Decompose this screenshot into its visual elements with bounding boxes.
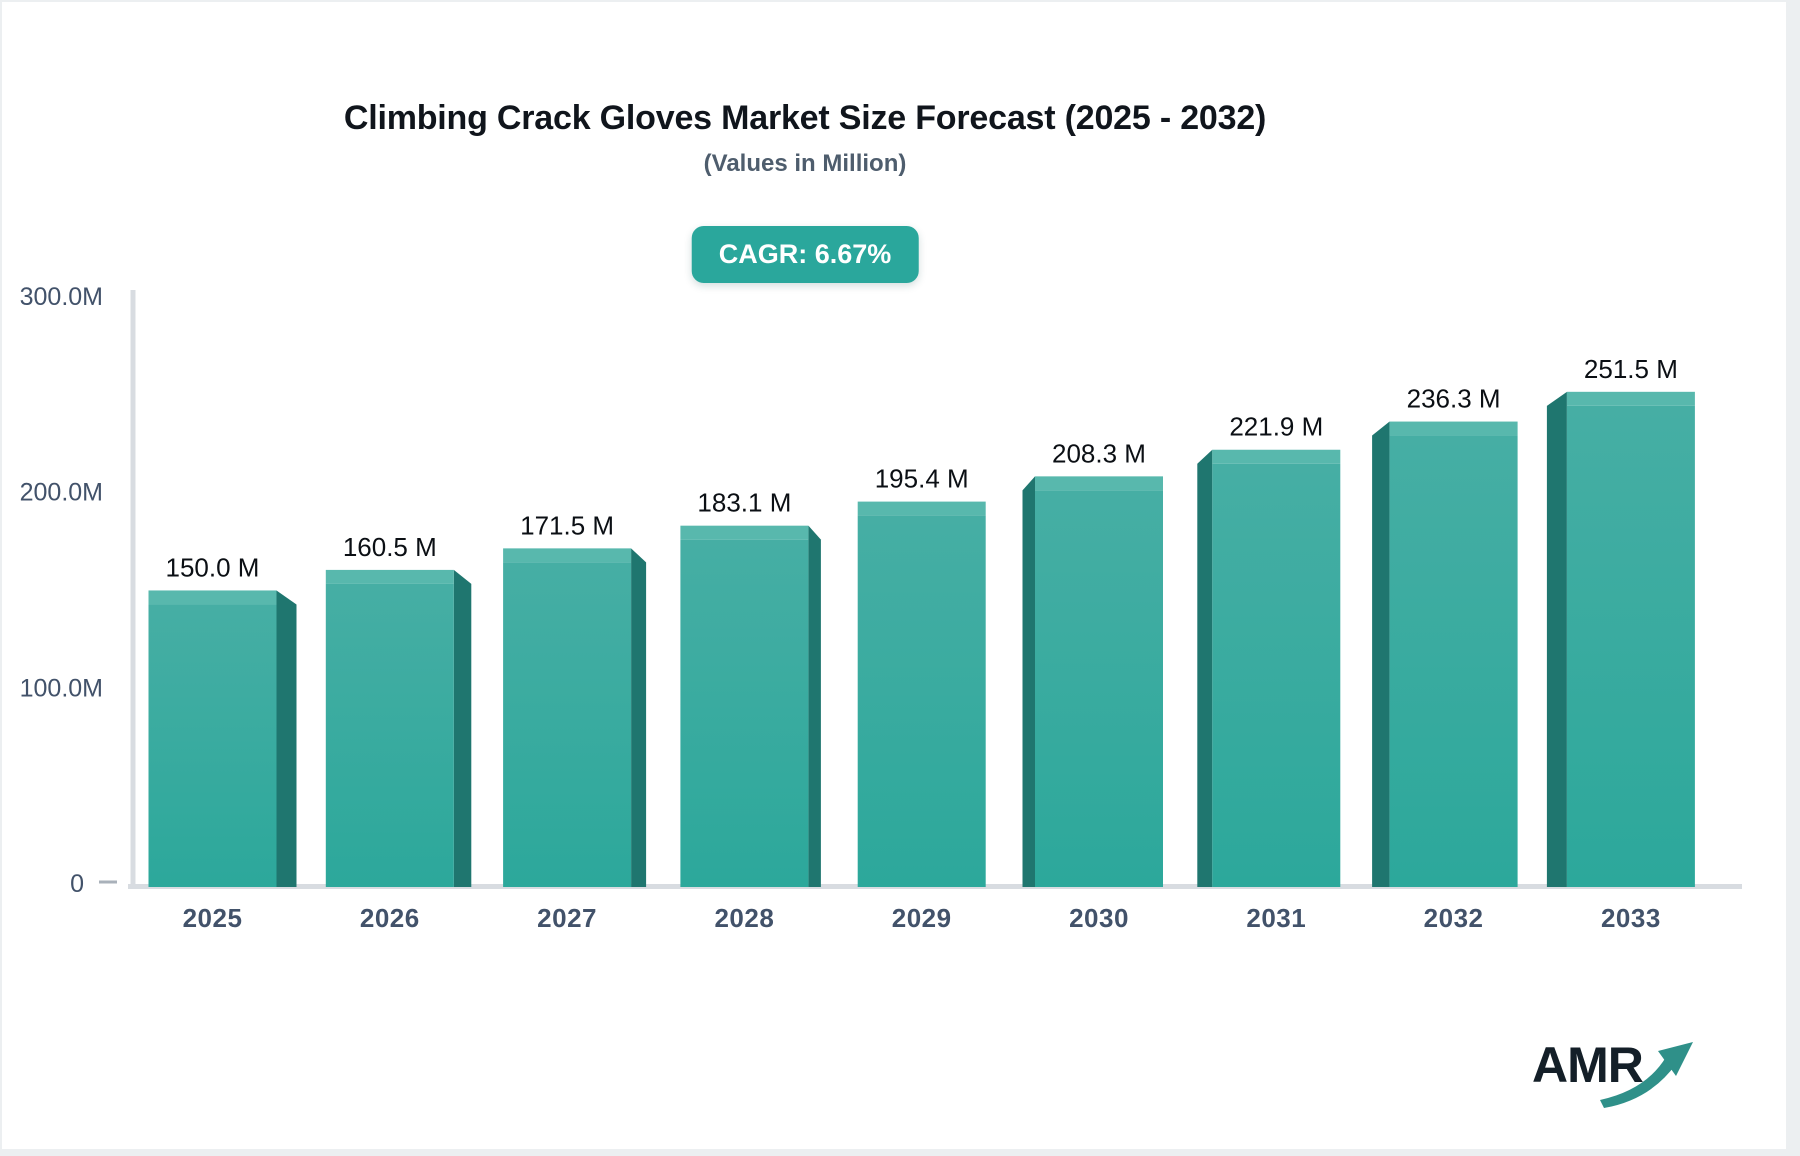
bar-front-face [1566,405,1695,887]
bar-value-label-2029: 195.4 M [875,464,969,494]
x-tick-label-2031: 2031 [1246,903,1306,933]
x-tick-label-2028: 2028 [714,903,774,933]
y-tick-label-0: 0 [70,870,84,898]
bar-side-face [808,525,821,887]
bar-side-face [1022,476,1035,887]
bar-value-label-2028: 183.1 M [697,488,791,518]
bar-2033[interactable] [1546,391,1695,887]
x-tick-label-2030: 2030 [1069,903,1129,933]
bar-front-face [503,562,632,887]
bar-top-face [503,548,632,563]
bar-2030[interactable] [1022,476,1164,887]
bar-top-face [148,590,277,605]
x-tick-label-2027: 2027 [537,903,597,933]
bar-front-face [1035,490,1163,887]
bar-2032[interactable] [1372,421,1518,887]
bar-side-face [1197,449,1213,887]
bar-top-face [1212,449,1341,464]
bar-value-label-2031: 221.9 M [1229,412,1323,442]
bar-side-face [453,569,472,887]
bar-front-face [148,604,277,887]
labels: 300.0M 200.0M 100.0M 0 150.0 M 2025 160.5 M 202… [20,283,1678,933]
bar-top-face [857,501,986,516]
bar-2026[interactable] [325,569,472,887]
growth-arrow-icon [1600,1042,1693,1108]
x-tick-label-2026: 2026 [360,903,420,933]
bar-2027[interactable] [503,548,647,887]
bar-front-face [680,539,809,887]
bar-front-face [857,515,986,887]
bar-value-label-2027: 171.5 M [520,510,614,540]
x-tick-label-2025: 2025 [183,903,243,933]
bar-value-label-2030: 208.3 M [1052,438,1146,468]
bar-top-face [680,525,809,540]
amr-logo-text: AMR [1532,1037,1644,1093]
x-tick-label-2032: 2032 [1424,903,1484,933]
y-tick-label-100.0M: 100.0M [20,674,103,702]
bar-front-face [325,583,454,887]
bar-2029[interactable] [857,501,986,887]
cagr-badge-label: CAGR: 6.67% [718,239,892,269]
bar-side-face [1372,421,1390,887]
chart-subtitle: (Values in Million) [703,150,907,177]
bar-top-face [1389,421,1518,436]
bar-value-label-2025: 150.0 M [166,552,260,582]
amr-logo: AMR [1532,1036,1712,1116]
y-tick-label-200.0M: 200.0M [20,479,103,507]
x-tick-label-2029: 2029 [892,903,952,933]
bar-2025[interactable] [148,590,297,887]
bar-value-label-2032: 236.3 M [1407,384,1501,414]
bar-side-face [631,548,647,887]
chart-title: Climbing Crack Gloves Market Size Foreca… [343,99,1267,137]
bar-front-face [1389,435,1518,887]
bar-value-label-2026: 160.5 M [343,532,437,562]
bar-value-label-2033: 251.5 M [1584,354,1678,384]
bars [148,391,1695,887]
bar-2028[interactable] [680,525,821,887]
bar-side-face [1546,391,1567,887]
cagr-badge: CAGR: 6.67% [691,226,919,283]
y-tick-label-300.0M: 300.0M [20,283,103,311]
bar-top-face [325,569,454,584]
bar-side-face [276,590,297,887]
bar-2031[interactable] [1197,449,1341,887]
bar-front-face [1212,463,1341,887]
bar-top-face [1566,391,1695,406]
bar-top-face [1035,476,1163,491]
x-tick-label-2033: 2033 [1601,903,1661,933]
